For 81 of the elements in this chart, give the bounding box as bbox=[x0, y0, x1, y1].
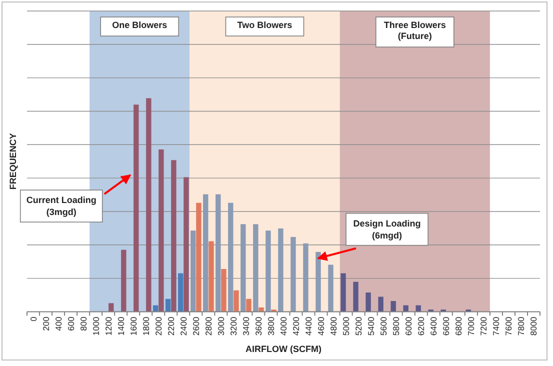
x-tick-label: 6600 bbox=[441, 316, 452, 336]
x-tick-label: 4200 bbox=[291, 316, 302, 336]
x-tick-label: 3400 bbox=[240, 316, 251, 336]
bar bbox=[171, 160, 176, 312]
x-tick-label: 800 bbox=[78, 316, 88, 331]
bar bbox=[158, 149, 164, 312]
x-tick-label: 200 bbox=[40, 316, 51, 331]
x-tick-label: 1200 bbox=[103, 316, 114, 336]
bar bbox=[278, 228, 284, 312]
x-tick-label: 5600 bbox=[378, 316, 389, 336]
x-tick-label: 400 bbox=[53, 316, 64, 331]
bar bbox=[253, 224, 258, 312]
x-tick-label: 4600 bbox=[316, 316, 326, 336]
x-tick-label: 7800 bbox=[516, 316, 526, 336]
x-tick-label: 2400 bbox=[178, 316, 188, 336]
bar bbox=[234, 290, 239, 312]
bar bbox=[190, 230, 196, 312]
bar bbox=[266, 230, 271, 312]
x-tick-label: 3600 bbox=[253, 316, 264, 336]
bar bbox=[134, 104, 139, 312]
x-tick-label: 2800 bbox=[203, 316, 214, 336]
bar bbox=[340, 273, 346, 312]
bar bbox=[246, 298, 252, 312]
x-tick-label: 5200 bbox=[354, 316, 364, 336]
x-tick-label: 1600 bbox=[128, 316, 138, 336]
bar bbox=[196, 202, 202, 312]
bar bbox=[240, 224, 246, 312]
bar bbox=[290, 236, 296, 312]
x-tick-label: 3800 bbox=[266, 316, 276, 336]
x-tick-label: 2600 bbox=[190, 316, 201, 336]
x-tick-label: 1800 bbox=[140, 316, 151, 336]
x-tick-label: 600 bbox=[66, 316, 76, 331]
x-tick-label: 4400 bbox=[304, 316, 314, 336]
bar bbox=[353, 282, 358, 312]
x-tick-label: 5000 bbox=[341, 316, 352, 336]
x-tick-label: 5800 bbox=[391, 316, 402, 336]
band-label: Two Blowers bbox=[237, 20, 292, 30]
x-tick-label: 3200 bbox=[228, 316, 238, 336]
x-tick-label: 7600 bbox=[504, 316, 514, 336]
x-tick-label: 6000 bbox=[404, 316, 414, 336]
bar bbox=[208, 241, 214, 312]
x-tick-label: 4000 bbox=[278, 316, 288, 336]
bar bbox=[203, 194, 208, 312]
bar bbox=[416, 305, 421, 312]
x-tick-label: 2200 bbox=[166, 316, 176, 336]
x-tick-label: 6800 bbox=[454, 316, 464, 336]
x-tick-label: 1400 bbox=[116, 316, 126, 336]
band-label: One Blowers bbox=[112, 20, 168, 30]
x-tick-label: 5400 bbox=[366, 316, 376, 336]
x-tick-label: 7200 bbox=[478, 316, 489, 336]
x-tick-label: 7400 bbox=[491, 316, 502, 336]
x-tick-label: 4800 bbox=[328, 316, 339, 336]
x-tick-label: 1000 bbox=[90, 316, 101, 336]
x-tick-label: 6200 bbox=[416, 316, 426, 336]
bar bbox=[366, 292, 371, 312]
annotation: Design Loading (6mgd) bbox=[353, 218, 421, 240]
bar bbox=[216, 194, 221, 312]
bar bbox=[228, 202, 234, 312]
x-tick-label: 3000 bbox=[216, 316, 226, 336]
x-tick-label: 7000 bbox=[466, 316, 476, 336]
bar bbox=[403, 305, 408, 312]
bar bbox=[121, 250, 126, 312]
bar bbox=[178, 273, 184, 312]
bar bbox=[146, 98, 152, 312]
x-tick-label: 0 bbox=[28, 316, 38, 322]
x-axis-title: AIRFLOW (SCFM) bbox=[246, 344, 322, 354]
bar bbox=[184, 177, 189, 312]
y-axis-title: FREQUENCY bbox=[8, 133, 18, 190]
bar bbox=[390, 301, 396, 312]
bar bbox=[328, 264, 334, 312]
bar bbox=[108, 303, 114, 312]
x-tick-label: 6400 bbox=[428, 316, 439, 336]
x-tick-label: 2000 bbox=[153, 316, 164, 336]
band-label: Three Blowers (Future) bbox=[384, 20, 446, 41]
bar bbox=[165, 298, 171, 312]
bar bbox=[316, 252, 321, 312]
bar bbox=[378, 296, 384, 312]
bar bbox=[303, 243, 308, 312]
x-tick-label: 8000 bbox=[528, 316, 539, 336]
bar bbox=[221, 269, 226, 312]
annotation: Current Loading (3mgd) bbox=[26, 195, 96, 218]
